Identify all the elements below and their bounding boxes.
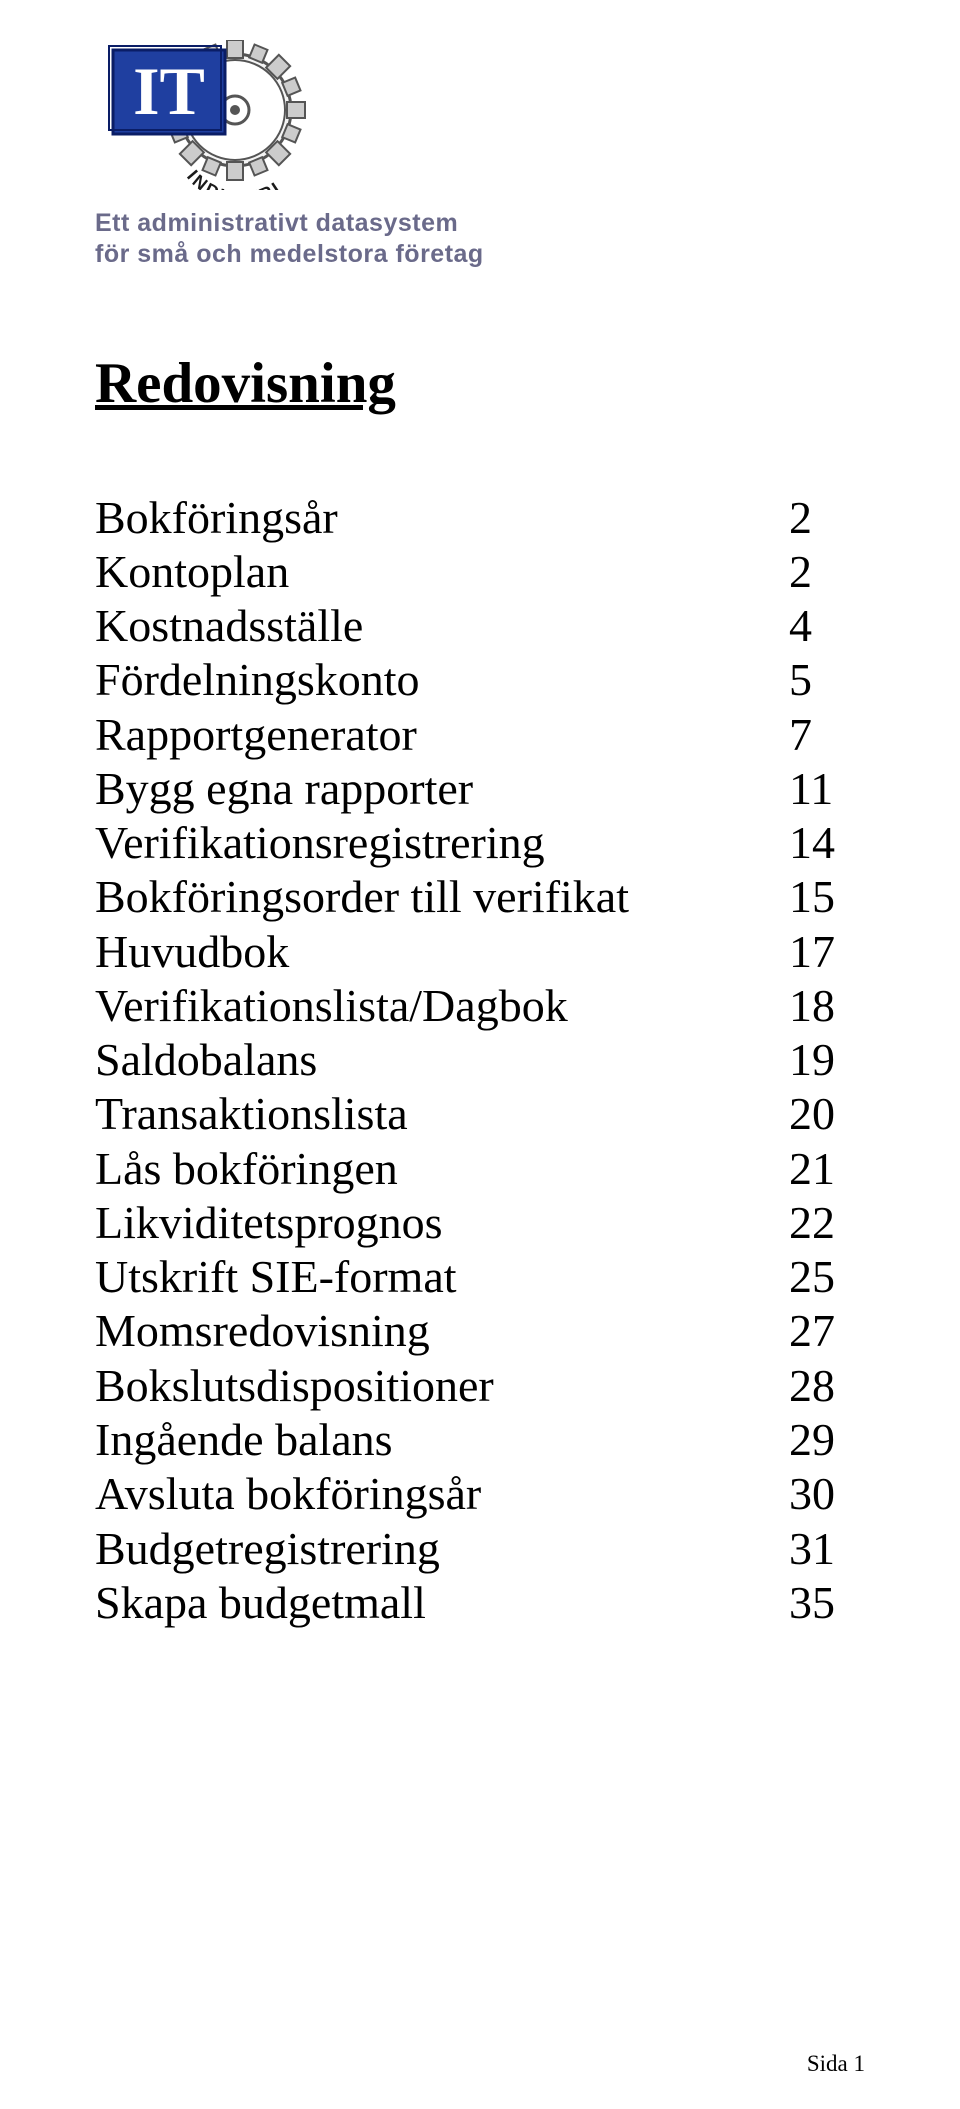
toc-row: Kostnadsställe 4 <box>95 599 865 653</box>
toc-row: Fördelningskonto 5 <box>95 653 865 707</box>
toc-label: Bokföringsorder till verifikat <box>95 870 765 924</box>
toc-label: Avsluta bokföringsår <box>95 1467 765 1521</box>
toc-label: Ingående balans <box>95 1413 765 1467</box>
toc-page: 5 <box>789 653 812 707</box>
toc-page: 11 <box>789 762 833 816</box>
toc-label: Likviditetsprognos <box>95 1196 765 1250</box>
toc-row: Lås bokföringen 21 <box>95 1142 865 1196</box>
toc-row: Huvudbok 17 <box>95 925 865 979</box>
toc-row: Verifikationslista/Dagbok 18 <box>95 979 865 1033</box>
toc-page: 30 <box>789 1467 835 1521</box>
toc-page: 19 <box>789 1033 835 1087</box>
toc-page: 18 <box>789 979 835 1033</box>
toc-label: Saldobalans <box>95 1033 765 1087</box>
toc-page: 20 <box>789 1087 835 1141</box>
toc-label: Kontoplan <box>95 545 765 599</box>
logo-row: IT INDUSTRI <box>95 40 865 190</box>
toc-row: Bokföringsår 2 <box>95 491 865 545</box>
toc-row: Bygg egna rapporter 11 <box>95 762 865 816</box>
page-title: Redovisning <box>95 351 865 416</box>
toc-label: Budgetregistrering <box>95 1522 765 1576</box>
toc-page: 14 <box>789 816 835 870</box>
toc-label: Utskrift SIE-format <box>95 1250 765 1304</box>
toc-page: 29 <box>789 1413 835 1467</box>
toc-row: Budgetregistrering 31 <box>95 1522 865 1576</box>
toc-label: Fördelningskonto <box>95 653 765 707</box>
toc-label: Kostnadsställe <box>95 599 765 653</box>
toc-page: 7 <box>789 708 812 762</box>
toc-page: 31 <box>789 1522 835 1576</box>
toc-row: Avsluta bokföringsår 30 <box>95 1467 865 1521</box>
tagline-line-2: för små och medelstora företag <box>95 239 865 270</box>
toc-label: Lås bokföringen <box>95 1142 765 1196</box>
toc-page: 22 <box>789 1196 835 1250</box>
toc-row: Bokföringsorder till verifikat 15 <box>95 870 865 924</box>
toc-page: 25 <box>789 1250 835 1304</box>
toc-label: Huvudbok <box>95 925 765 979</box>
toc-row: Transaktionslista 20 <box>95 1087 865 1141</box>
logo-area: IT INDUSTRI Ett administrativt datasyste… <box>95 40 865 271</box>
toc-row: Verifikationsregistrering 14 <box>95 816 865 870</box>
toc-label: Transaktionslista <box>95 1087 765 1141</box>
toc-page: 27 <box>789 1304 835 1358</box>
table-of-contents: Bokföringsår2Kontoplan2Kostnadsställe4Fö… <box>95 491 865 1631</box>
toc-row: Momsredovisning 27 <box>95 1304 865 1358</box>
page-footer: Sida 1 <box>807 2051 865 2077</box>
toc-label: Rapportgenerator <box>95 708 765 762</box>
toc-label: Bokföringsår <box>95 491 765 545</box>
toc-row: Saldobalans 19 <box>95 1033 865 1087</box>
toc-page: 4 <box>789 599 812 653</box>
svg-text:IT: IT <box>133 53 205 129</box>
toc-row: Skapa budgetmall 35 <box>95 1576 865 1630</box>
toc-label: Skapa budgetmall <box>95 1576 765 1630</box>
toc-page: 21 <box>789 1142 835 1196</box>
toc-page: 15 <box>789 870 835 924</box>
toc-label: Verifikationslista/Dagbok <box>95 979 765 1033</box>
toc-page: 28 <box>789 1359 835 1413</box>
toc-row: Rapportgenerator 7 <box>95 708 865 762</box>
toc-page: 17 <box>789 925 835 979</box>
toc-label: Momsredovisning <box>95 1304 765 1358</box>
tagline: Ett administrativt datasystem för små oc… <box>95 208 865 271</box>
toc-row: Kontoplan 2 <box>95 545 865 599</box>
toc-label: Bygg egna rapporter <box>95 762 765 816</box>
tagline-line-1: Ett administrativt datasystem <box>95 208 865 239</box>
toc-label: Verifikationsregistrering <box>95 816 765 870</box>
toc-row: Bokslutsdispositioner 28 <box>95 1359 865 1413</box>
toc-page: 2 <box>789 545 812 599</box>
toc-row: Ingående balans 29 <box>95 1413 865 1467</box>
toc-label: Bokslutsdispositioner <box>95 1359 765 1413</box>
toc-row: Likviditetsprognos 22 <box>95 1196 865 1250</box>
toc-row: Utskrift SIE-format 25 <box>95 1250 865 1304</box>
toc-page: 35 <box>789 1576 835 1630</box>
toc-page: 2 <box>789 491 812 545</box>
it-industri-logo: IT INDUSTRI <box>95 40 325 190</box>
